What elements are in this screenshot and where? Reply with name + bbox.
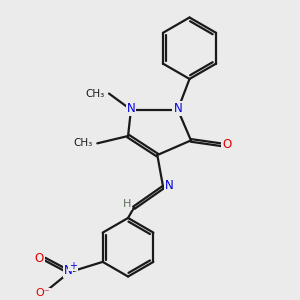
Text: O⁻: O⁻ [35, 289, 50, 298]
Text: N: N [165, 179, 174, 192]
Text: O: O [222, 138, 232, 151]
Text: N: N [127, 102, 135, 115]
Text: CH₃: CH₃ [85, 88, 105, 99]
Text: H: H [122, 199, 131, 209]
Text: CH₃: CH₃ [74, 138, 93, 148]
Text: N: N [64, 264, 72, 277]
Text: N: N [173, 102, 182, 115]
Text: +: + [69, 261, 77, 271]
Text: O: O [35, 253, 44, 266]
